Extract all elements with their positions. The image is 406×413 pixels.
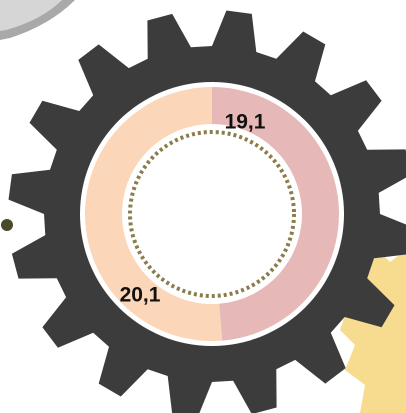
page: {"chart_data": {"type": "donut", "catego… [0, 0, 406, 413]
data-label: 19,1 [225, 111, 266, 134]
chart: 19,1 20,1 [0, 0, 406, 413]
dot [1, 219, 13, 231]
data-label: 20,1 [120, 284, 161, 307]
